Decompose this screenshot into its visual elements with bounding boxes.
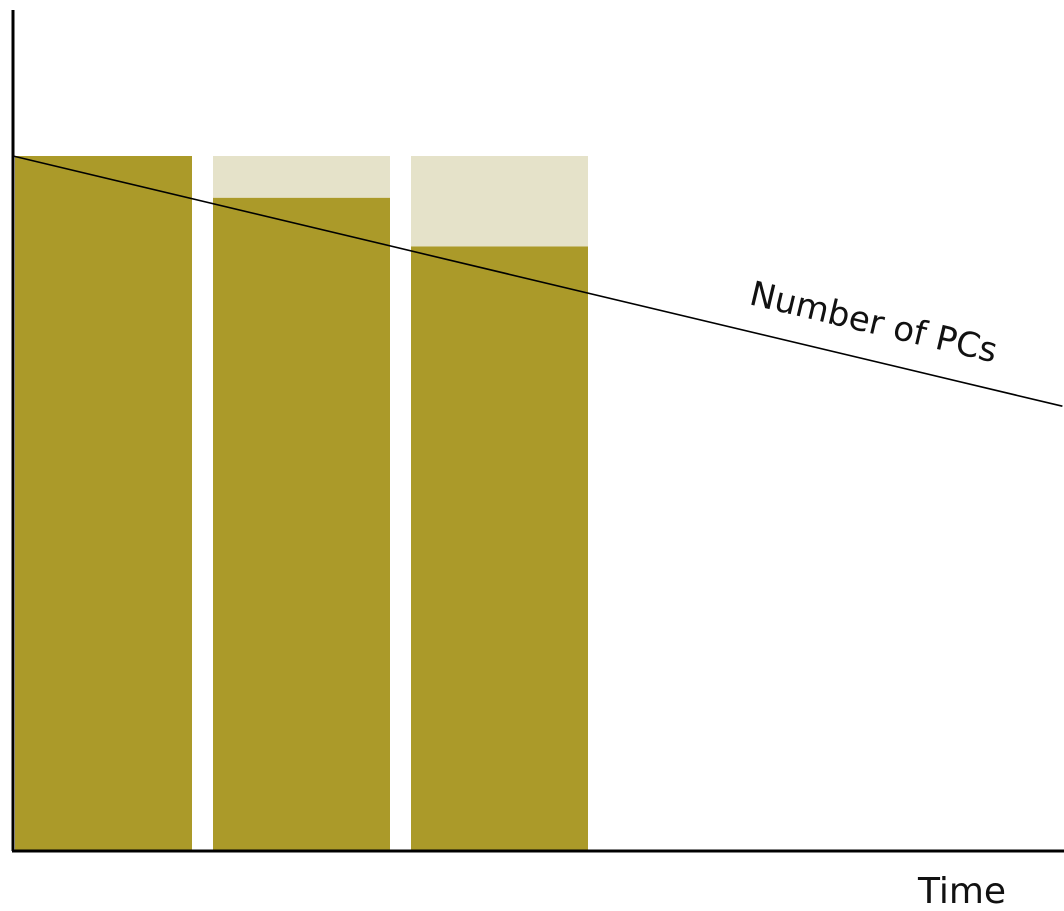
bar-3 — [411, 246, 588, 852]
trend-line-label: Number of PCs — [746, 274, 1001, 372]
bar-2-gap — [213, 156, 390, 198]
bar-3-gap — [411, 156, 588, 247]
bar-2 — [213, 197, 390, 851]
x-axis-label: Time — [917, 871, 1006, 911]
bar-1 — [15, 156, 192, 851]
bars — [15, 156, 588, 852]
trend-line-number-of-pcs — [12, 155, 1063, 407]
